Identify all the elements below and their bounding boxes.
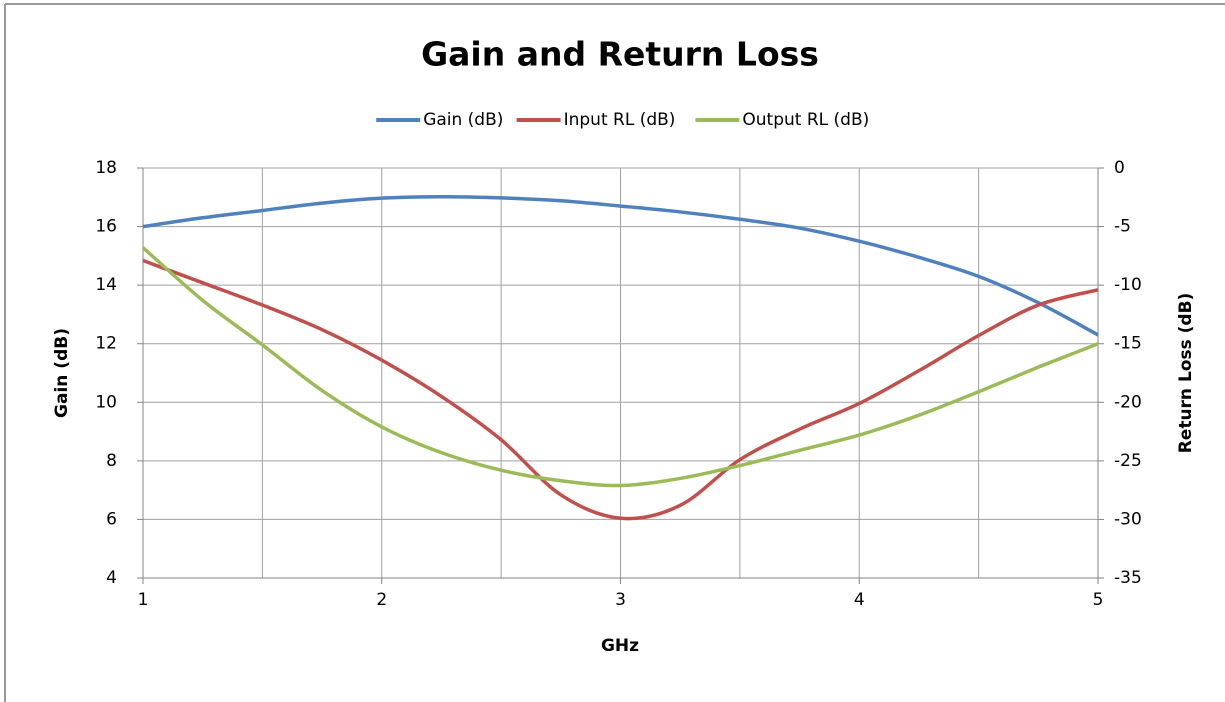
y-axis-label: Gain (dB)	[52, 328, 72, 418]
y-tick-label: 14	[95, 275, 117, 295]
chart-title: Gain and Return Loss	[421, 35, 819, 74]
x-tick-label: 5	[1093, 590, 1104, 610]
series-line	[142, 258, 1099, 521]
y2-tick-label: -15	[1114, 334, 1142, 354]
y-tick-label: 4	[106, 568, 117, 588]
x-tick-label: 3	[615, 590, 626, 610]
y2-axis-label: Return Loss (dB)	[1176, 293, 1196, 454]
y-tick-label: 18	[95, 158, 117, 178]
y-tick-label: 6	[106, 509, 117, 529]
y-tick-label: 12	[95, 334, 117, 354]
series-line	[142, 194, 1099, 337]
y2-tick-label: -30	[1114, 509, 1142, 529]
y2-tick-label: -25	[1114, 451, 1142, 471]
y2-tick-label: -10	[1114, 275, 1142, 295]
x-axis-label: GHz	[601, 636, 639, 656]
x-tick-label: 1	[138, 590, 149, 610]
y2-tick-label: -5	[1114, 217, 1131, 237]
y-tick-label: 16	[95, 217, 117, 237]
y-tick-label: 8	[106, 451, 117, 471]
y2-tick-label: 0	[1114, 158, 1125, 178]
x-tick-label: 4	[854, 590, 865, 610]
y2-tick-label: -20	[1114, 392, 1142, 412]
y2-tick-label: -35	[1114, 568, 1142, 588]
legend-label: Output RL (dB)	[742, 110, 869, 130]
x-tick-label: 2	[376, 590, 387, 610]
y-tick-label: 10	[95, 392, 117, 412]
legend-label: Input RL (dB)	[564, 110, 676, 130]
legend-label: Gain (dB)	[423, 110, 503, 130]
series-line	[141, 246, 1099, 488]
